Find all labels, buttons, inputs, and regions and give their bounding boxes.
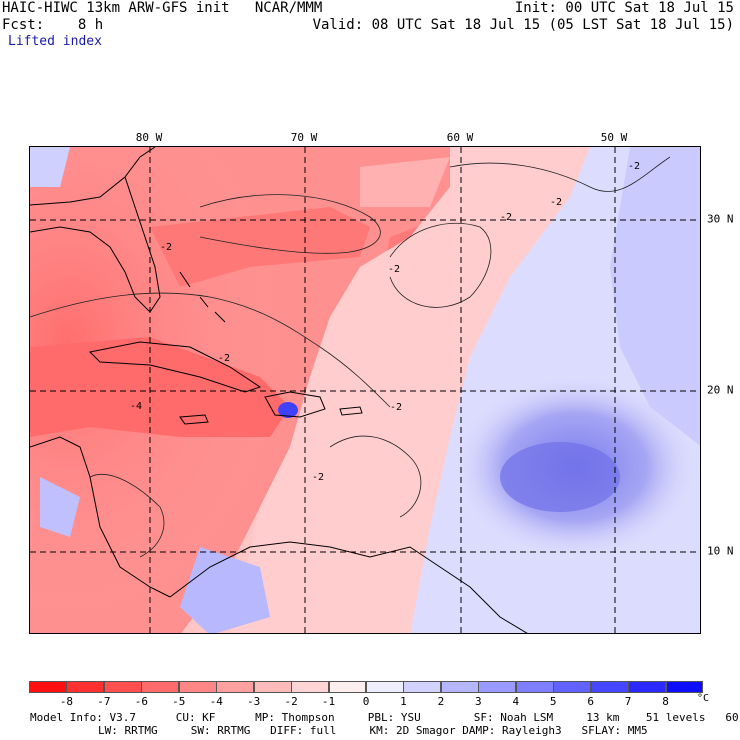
coast-puerto-rico [339,406,363,416]
lon-label-80w: 80 W [135,131,163,144]
coast-hispaniola [264,391,326,418]
colorbar-tick-label: -1 [321,695,336,708]
colorbar-swatch [291,681,330,693]
map-svg: -2 -2 -2 -2 -2 -4 -2 -2 -2 [30,147,700,633]
colorbar-tick-label: -2 [284,695,298,708]
contour-label: -2 [388,264,400,275]
model-info-line1: Model Info: V3.7 CU: KF MP: Thompson PBL… [30,711,740,724]
colorbar-swatch [328,681,367,693]
colorbar-swatch [665,681,704,693]
contour-label-group: -2 -2 -2 -2 -2 -4 -2 -2 -2 [130,161,640,483]
contour-label: -2 [218,353,230,364]
contour-b [199,194,381,254]
lon-label-70w: 70 W [290,131,318,144]
colorbar-swatch [103,681,142,693]
colorbar-tick-label: -5 [172,695,186,708]
colorbar-tick-label: -3 [247,695,261,708]
contour-c [389,222,492,308]
contour-label: -2 [550,197,562,208]
valid-time: Valid: 08 UTC Sat 18 Jul 15 (05 LST Sat … [312,17,734,33]
colorbar-tick-label: -8 [59,695,74,708]
colorbar-swatch [66,681,105,693]
coast-jamaica [179,414,209,425]
colorbar-swatch [216,681,255,693]
lat-label-20n: 20 N [707,383,734,397]
colorbar-tick-label: 4 [512,695,520,708]
colorbar-swatch [29,681,67,693]
colorbar-swatch [366,681,404,693]
contour-label: -4 [130,401,142,412]
coast-cuba [88,341,262,393]
colorbar-tick-label: 5 [549,695,557,708]
init-time: Init: 00 UTC Sat 18 Jul 15 [514,0,734,16]
contour-e [329,435,422,518]
blue-patch-west [40,477,80,537]
field-name: Lifted index [8,34,102,49]
contour-label: -2 [500,212,512,223]
blue-region-ne [610,147,700,446]
lifted-index-map: -2 -2 -2 -2 -2 -4 -2 -2 -2 [29,146,701,634]
forecast-hour: Fcst: 8 h [2,17,104,33]
colorbar-tick-label: 7 [624,695,632,708]
transition-zone [230,147,590,633]
colorbar-swatch [553,681,592,693]
blue-minimum-core [500,442,620,512]
colorbar-swatch [478,681,517,693]
blue-patch-nw [30,147,70,187]
contour-label: -2 [160,242,172,253]
coast-us-east [30,147,156,206]
red-band-caribbean [30,337,290,437]
colorbar-swatch [590,681,629,693]
contour-label: -2 [628,161,640,172]
colorbar-tick-label: 1 [400,695,407,708]
colorbar-tick-label: 6 [587,695,594,708]
contour-f [89,473,165,558]
model-info-line2: LW: RRTMG SW: RRTMG DIFF: full KM: 2D Sm… [98,724,648,737]
contours [30,156,671,558]
contour-a [30,292,391,408]
colorbar-swatch [178,681,217,693]
coast-central-america [30,436,171,598]
colorbar-tick-label: -6 [134,695,148,708]
red-band-north [150,207,370,287]
contour-label: -2 [390,402,402,413]
coast-florida [30,176,161,313]
colorbar-tick-label: 0 [362,695,370,708]
colorbar-swatch [403,681,442,693]
lat-label-10n: 10 N [707,544,734,558]
colorbar-tick-label: -4 [209,695,223,708]
colorbar-swatch [141,681,180,693]
title-left: HAIC-HIWC 13km ARW-GFS init NCAR/MMM [2,0,323,16]
colorbar-tick-label: -7 [97,695,111,708]
colorbar-swatch [253,681,292,693]
coast-bahamas [179,271,226,323]
contour-label: -2 [312,472,324,483]
coastlines [30,147,528,633]
colorbar-swatch [515,681,554,693]
lon-label-50w: 50 W [600,131,628,144]
pink-patch-1 [360,157,450,207]
lat-label-30n: 30 N [707,212,734,226]
coast-south-america [169,541,528,633]
colorbar-unit: °C [697,693,710,704]
colorbar-tick-label: 3 [475,695,482,708]
contour-d [449,156,671,192]
blue-spot-hispaniola [278,402,298,418]
lat-lon-grid [30,147,700,633]
colorbar-swatch [440,681,479,693]
lon-label-60w: 60 W [446,131,474,144]
blue-patch-south [180,547,270,633]
colorbar-tick-label: 8 [662,695,669,708]
colorbar-tick-label: 2 [437,695,445,708]
colorbar-swatch [628,681,667,693]
